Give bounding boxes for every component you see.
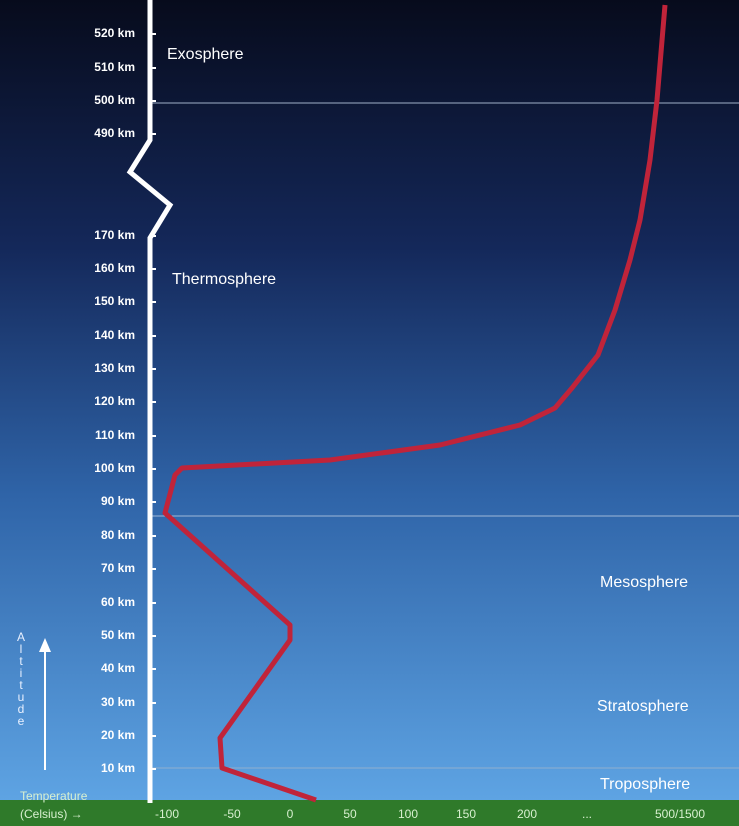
altitude-label: 100 km bbox=[94, 461, 135, 475]
altitude-label: 520 km bbox=[94, 26, 135, 40]
temperature-label: 200 bbox=[517, 807, 537, 821]
ground bbox=[0, 800, 739, 826]
altitude-label: 40 km bbox=[101, 661, 135, 675]
altitude-label: 60 km bbox=[101, 595, 135, 609]
altitude-label: 30 km bbox=[101, 695, 135, 709]
temperature-title: (Celsius) → bbox=[20, 807, 83, 821]
temperature-label: -50 bbox=[223, 807, 241, 821]
layer-label: Exosphere bbox=[167, 46, 244, 63]
temperature-title: Temperature bbox=[20, 789, 88, 803]
layer-label: Thermosphere bbox=[172, 271, 276, 288]
temperature-label: 0 bbox=[287, 807, 294, 821]
altitude-label: 90 km bbox=[101, 494, 135, 508]
atmosphere-diagram: Exosphere Thermosphere Mesosphere Strato… bbox=[0, 0, 739, 826]
altitude-label: 80 km bbox=[101, 528, 135, 542]
altitude-label: 490 km bbox=[94, 126, 135, 140]
altitude-label: 150 km bbox=[94, 294, 135, 308]
axis-title: Altitude bbox=[14, 630, 28, 726]
altitude-label: 20 km bbox=[101, 728, 135, 742]
altitude-label: 500 km bbox=[94, 93, 135, 107]
altitude-label: 50 km bbox=[101, 628, 135, 642]
altitude-label: 160 km bbox=[94, 261, 135, 275]
temperature-label: 500/1500 bbox=[655, 807, 705, 821]
altitude-label: 170 km bbox=[94, 228, 135, 242]
temperature-label: -100 bbox=[155, 807, 179, 821]
temperature-label: ... bbox=[582, 807, 592, 821]
temperature-label: 50 bbox=[343, 807, 357, 821]
altitude-label: 510 km bbox=[94, 60, 135, 74]
layer-label: Mesosphere bbox=[600, 574, 688, 591]
temperature-label: 150 bbox=[456, 807, 476, 821]
layer-label: Stratosphere bbox=[597, 698, 689, 715]
diagram: Exosphere Thermosphere Mesosphere Strato… bbox=[0, 0, 739, 826]
altitude-label: 120 km bbox=[94, 394, 135, 408]
altitude-label: 110 km bbox=[95, 428, 135, 442]
altitude-label: 140 km bbox=[94, 328, 135, 342]
altitude-label: 70 km bbox=[101, 561, 135, 575]
altitude-label: 130 km bbox=[94, 361, 135, 375]
altitude-label: 10 km bbox=[101, 761, 135, 775]
temperature-label: 100 bbox=[398, 807, 418, 821]
layer-label: Troposphere bbox=[600, 776, 690, 793]
